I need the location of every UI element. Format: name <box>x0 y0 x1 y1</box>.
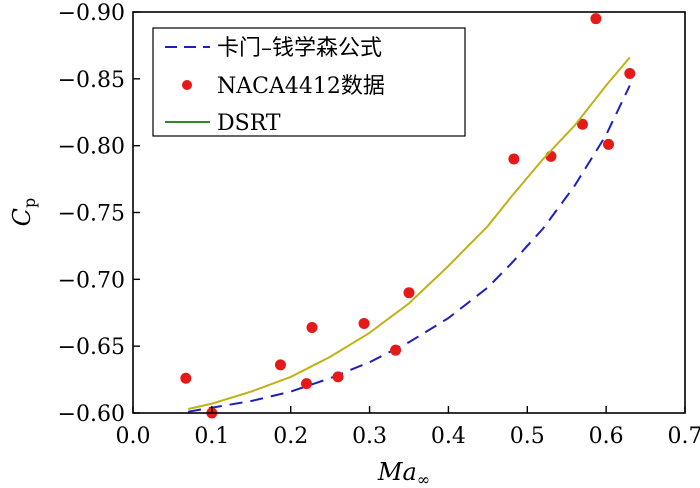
y-tick-label: −0.65 <box>58 335 125 360</box>
data-point <box>390 344 402 356</box>
x-axis-label-subscript: ∞ <box>417 470 430 488</box>
x-tick-label: 0.3 <box>352 424 387 449</box>
y-tick-label: −0.70 <box>58 268 125 293</box>
legend-swatch-naca <box>182 80 192 90</box>
series-line-0 <box>188 85 631 413</box>
data-point <box>300 378 312 390</box>
x-tick-label: 0.2 <box>273 424 308 449</box>
series-layer <box>180 13 636 419</box>
data-point <box>180 372 192 384</box>
x-tick-label: 0.1 <box>194 424 229 449</box>
y-tick-label: −0.85 <box>58 68 125 93</box>
x-tick-label: 0.5 <box>510 424 545 449</box>
data-point <box>603 138 615 150</box>
ticks-layer: 0.0 0.1 0.2 0.3 0.4 0.5 0.6 0.7 −0.60 −0.65 −0.70 −… <box>58 1 700 449</box>
x-tick-label: 0.7 <box>668 424 700 449</box>
data-point <box>332 371 344 383</box>
data-point <box>590 13 602 25</box>
data-point <box>403 287 415 299</box>
series-line-2 <box>187 56 631 410</box>
legend-label-naca: NACA4412数据 <box>217 74 385 99</box>
data-point <box>358 317 370 329</box>
data-point <box>545 150 557 162</box>
legend-label-dsrt: DSRT <box>217 111 281 136</box>
data-point <box>508 153 520 165</box>
x-tick-label: 0.0 <box>116 424 151 449</box>
legend: 卡门–钱学森公式 NACA4412数据 DSRT <box>152 27 466 137</box>
x-tick-label: 0.6 <box>589 424 624 449</box>
data-point <box>576 118 588 130</box>
x-axis-label: Ma∞ <box>377 458 430 488</box>
y-tick-label: −0.90 <box>58 1 125 26</box>
y-axis-label: Cp <box>8 198 39 227</box>
y-axis-label-subscript: p <box>20 198 39 208</box>
data-point <box>624 67 636 79</box>
data-point <box>274 359 286 371</box>
legend-label-karman: 卡门–钱学森公式 <box>217 36 382 61</box>
y-tick-label: −0.60 <box>58 402 125 427</box>
y-tick-label: −0.75 <box>58 202 125 227</box>
y-tick-label: −0.80 <box>58 135 125 160</box>
x-tick-label: 0.4 <box>431 424 466 449</box>
data-point <box>306 321 318 333</box>
